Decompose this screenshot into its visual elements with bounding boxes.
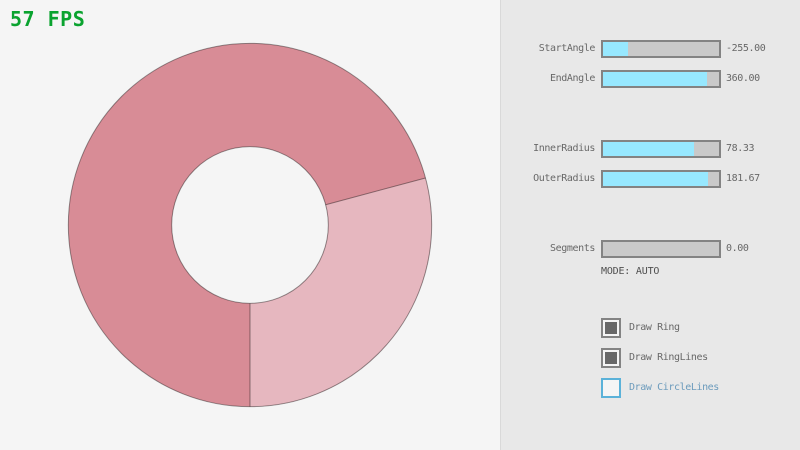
endangle-value: 360.00 — [726, 73, 760, 84]
slider-label-outerradius: OuterRadius — [533, 173, 595, 184]
draw-circlelines-label: Draw CircleLines — [629, 382, 719, 393]
innerradius-slider[interactable] — [601, 140, 721, 158]
startangle-slider-fill — [603, 42, 629, 56]
slider-row-startangle: StartAngle -255.00 — [501, 40, 800, 58]
outerradius-value: 181.67 — [726, 173, 760, 184]
ring-inner-hole — [171, 146, 329, 304]
startangle-slider[interactable] — [601, 40, 721, 58]
segments-value: 0.00 — [726, 243, 749, 254]
control-panel: StartAngle -255.00 EndAngle 360.00 Inner… — [500, 0, 800, 450]
ring-radial-line-upper-right — [325, 177, 426, 206]
draw-ring-label: Draw Ring — [629, 322, 680, 333]
draw-ringlines-checkbox[interactable] — [601, 348, 621, 368]
ring-outer-outline — [67, 42, 433, 408]
checkbox-row-draw-ringlines: Draw RingLines — [601, 348, 800, 368]
checkbox-row-draw-circlelines: Draw CircleLines — [601, 378, 800, 398]
segments-slider[interactable] — [601, 240, 721, 258]
endangle-slider[interactable] — [601, 70, 721, 88]
endangle-slider-fill — [603, 72, 708, 86]
startangle-value: -255.00 — [726, 43, 766, 54]
slider-label-endangle: EndAngle — [550, 73, 595, 84]
slider-label-innerradius: InnerRadius — [533, 143, 595, 154]
ring-inner-outline — [171, 146, 329, 304]
ring-light-sector — [250, 177, 432, 407]
check-mark — [605, 322, 617, 334]
fps-counter: 57 FPS — [10, 7, 86, 31]
draw-circlelines-checkbox[interactable] — [601, 378, 621, 398]
slider-row-outerradius: OuterRadius 181.67 — [501, 170, 800, 188]
checkbox-row-draw-ring: Draw Ring — [601, 318, 800, 338]
slider-label-startangle: StartAngle — [538, 43, 596, 54]
innerradius-value: 78.33 — [726, 143, 755, 154]
outerradius-slider[interactable] — [601, 170, 721, 188]
slider-label-segments: Segments — [550, 243, 595, 254]
ring-canvas — [67, 42, 433, 408]
outerradius-slider-fill — [603, 172, 709, 186]
innerradius-slider-fill — [603, 142, 694, 156]
slider-row-segments: Segments 0.00 — [501, 240, 800, 258]
draw-ringlines-label: Draw RingLines — [629, 352, 708, 363]
mode-label: MODE: AUTO — [601, 266, 660, 277]
slider-row-endangle: EndAngle 360.00 — [501, 70, 800, 88]
check-mark — [605, 352, 617, 364]
draw-ring-checkbox[interactable] — [601, 318, 621, 338]
slider-row-innerradius: InnerRadius 78.33 — [501, 140, 800, 158]
